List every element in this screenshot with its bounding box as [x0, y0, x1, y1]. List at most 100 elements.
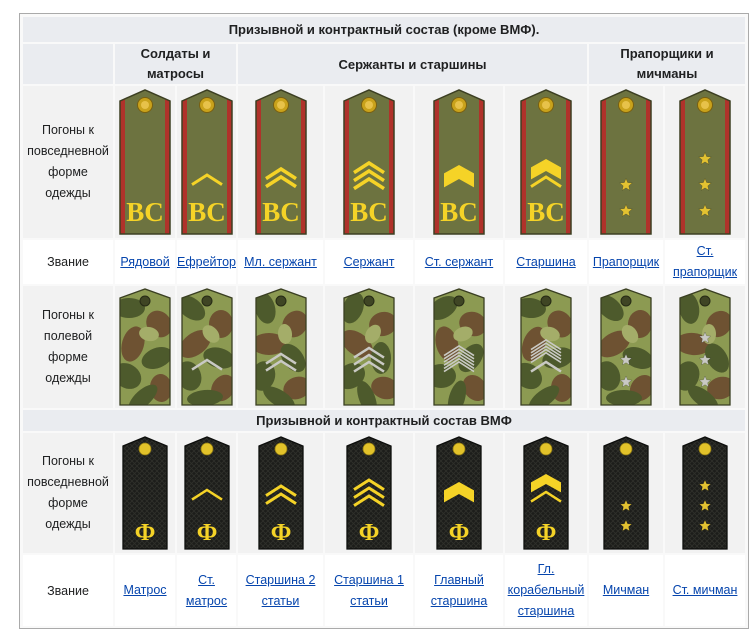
army-everyday-shoulder-board: ВС [343, 89, 395, 235]
group-label-soldiers: Солдаты и матросы [140, 46, 211, 81]
army-everyday-board-cell: ВС [505, 86, 587, 238]
navy-rank-link[interactable]: Гл. корабельный старшина [507, 562, 585, 618]
navy-everyday-shoulder-board: Ф [257, 436, 304, 550]
vs-letters: ВС [188, 197, 226, 227]
star-icon [698, 353, 712, 366]
field-chevron [530, 342, 562, 354]
vs-letters: ВС [126, 197, 164, 227]
army-everyday-shoulder-board [679, 89, 731, 235]
navy-rank-link[interactable]: Ст. мичман [672, 583, 738, 597]
army-everyday-shoulder-board: ВС [119, 89, 171, 235]
button-icon [540, 295, 552, 307]
navy-rank-link[interactable]: Ст. матрос [185, 572, 228, 608]
navy-chevron [530, 490, 562, 503]
star-icon [698, 479, 712, 492]
navy-rank-cell: Матрос [115, 555, 175, 626]
army-rank-link[interactable]: Ст. сержант [424, 254, 494, 269]
navy-everyday-shoulder-board: Ф [183, 436, 230, 550]
star-icon [619, 375, 633, 388]
wide-stripe-icon [444, 482, 474, 503]
navy-rank-link[interactable]: Старшина 1 статьи [334, 572, 404, 608]
navy-chevron [264, 484, 297, 497]
vs-letters: ВС [527, 197, 565, 227]
navy-everyday-board-cell: Ф [177, 433, 236, 553]
army-field-shoulder-board [600, 288, 652, 406]
star-icon [619, 203, 633, 217]
army-everyday-shoulder-board [600, 89, 652, 235]
navy-chevron [190, 488, 223, 501]
army-field-board-cell [115, 286, 175, 408]
navy-everyday-board-cell: Ф [238, 433, 323, 553]
star-icon [698, 499, 712, 512]
field-chevron [530, 339, 562, 351]
field-chevron [530, 360, 562, 373]
navy-everyday-shoulder-board: Ф [346, 436, 392, 550]
army-field-shoulder-board [119, 288, 171, 406]
navy-everyday-board-cell [589, 433, 663, 553]
button-icon [138, 442, 152, 456]
section-title-army: Призывной и контрактный состав (кроме ВМ… [228, 22, 540, 37]
navy-everyday-shoulder-board: Ф [436, 436, 482, 550]
army-chevron [353, 160, 385, 175]
navy-chevron [353, 486, 385, 499]
army-rank-link[interactable]: Мл. сержант [244, 254, 317, 269]
army-rank-link[interactable]: Старшина [516, 254, 576, 269]
army-field-board-cell [589, 286, 663, 408]
fleet-letter: Ф [359, 520, 380, 546]
field-chevron [443, 357, 475, 370]
navy-rank-link[interactable]: Старшина 2 статьи [245, 572, 316, 608]
navy-everyday-board-cell: Ф [115, 433, 175, 553]
army-rank-link[interactable]: Ст. прапорщик [672, 244, 738, 279]
button-icon [699, 295, 711, 307]
star-icon [619, 353, 633, 366]
army-chevron [353, 168, 385, 183]
fleet-letter: Ф [449, 520, 470, 546]
button-icon [452, 442, 466, 456]
fleet-letter: Ф [135, 520, 156, 546]
group-header-warrants: Прапорщики и мичманы [589, 44, 745, 84]
navy-rank-link[interactable]: Главный старшина [430, 572, 488, 608]
army-rank-cell: Мл. сержант [238, 240, 323, 284]
wide-stripe-icon [531, 474, 561, 493]
section-title-navy: Призывной и контрактный состав ВМФ [256, 413, 512, 428]
navy-rank-link[interactable]: Мичман [602, 583, 650, 597]
army-everyday-shoulder-board: ВС [433, 89, 485, 235]
star-icon [698, 177, 712, 191]
navy-everyday-shoulder-board [603, 436, 649, 550]
field-chevron [530, 348, 562, 360]
navy-rank-cell: Мичман [589, 555, 663, 626]
army-field-board-cell [665, 286, 745, 408]
army-rank-link[interactable]: Сержант [343, 254, 395, 269]
army-everyday-shoulder-board: ВС [180, 89, 233, 235]
army-chevron [264, 174, 297, 189]
button-icon [201, 295, 212, 307]
navy-rank-link[interactable]: Матрос [123, 583, 167, 597]
navy-rank-cell: Старшина 2 статьи [238, 555, 323, 626]
army-everyday-board-cell [665, 86, 745, 238]
army-field-board-cell [177, 286, 236, 408]
army-everyday-board-cell [589, 86, 663, 238]
army-rank-link[interactable]: Рядовой [120, 254, 170, 269]
row-label-navy-everyday: Погоны к повседневной форме одежды [23, 433, 113, 553]
field-chevron [353, 360, 385, 373]
field-chevron [190, 358, 223, 371]
button-icon [274, 442, 287, 456]
field-chevron [264, 359, 297, 372]
star-icon [698, 151, 712, 165]
army-rank-cell: Сержант [325, 240, 413, 284]
army-everyday-board-cell: ВС [177, 86, 236, 238]
navy-everyday-shoulder-board: Ф [122, 436, 168, 550]
row-label-army-everyday: Погоны к повседневной форме одежды [23, 86, 113, 238]
field-chevron [443, 361, 475, 373]
navy-chevron [264, 492, 297, 505]
army-rank-link[interactable]: Ефрейтор [177, 254, 236, 269]
army-field-board-cell [325, 286, 413, 408]
army-rank-cell: Ст. сержант [415, 240, 503, 284]
star-icon [698, 203, 712, 217]
star-icon [619, 177, 633, 191]
section-header-army: Призывной и контрактный состав (кроме ВМ… [23, 17, 745, 42]
army-rank-link[interactable]: Прапорщик [592, 254, 660, 269]
star-icon [619, 519, 633, 532]
field-chevron [530, 351, 562, 364]
navy-everyday-board-cell: Ф [415, 433, 503, 553]
